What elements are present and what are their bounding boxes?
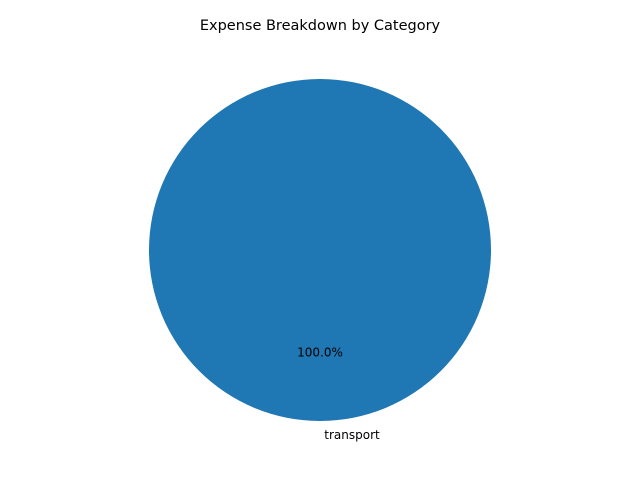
pie-slice-transport	[149, 79, 491, 421]
slice-label-transport: transport	[324, 428, 380, 442]
pie-slices	[149, 79, 491, 421]
slice-percent-transport: 100.0%	[297, 346, 343, 360]
chart-title: Expense Breakdown by Category	[200, 18, 441, 34]
pie-labels: transport 100.0%	[297, 346, 380, 443]
